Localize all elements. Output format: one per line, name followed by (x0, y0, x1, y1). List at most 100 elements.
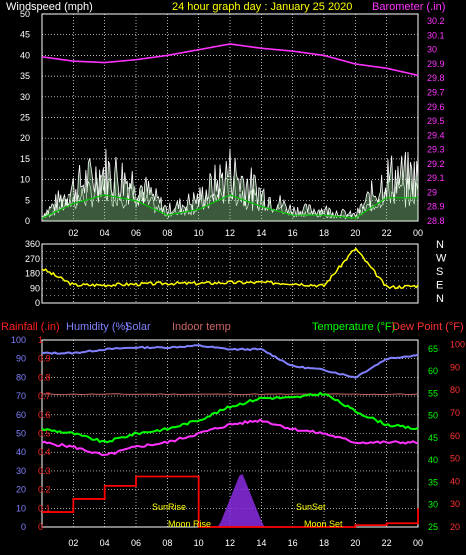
baro-y-tick: 28.9 (427, 202, 445, 212)
baro-y-tick: 28.8 (427, 216, 445, 226)
wind-x-tick: 00 (413, 228, 423, 238)
barometer-line (41, 43, 419, 77)
rain-y-tick: 0.8 (38, 372, 51, 382)
wind-y-tick: 40 (20, 50, 30, 60)
dewpoint-axis-title: Dew Point (°F) (392, 321, 464, 333)
humidity-y-tick: 50 (16, 429, 26, 439)
dew-y-tick: 80 (450, 385, 460, 395)
wind-y-tick: 25 (20, 113, 30, 123)
wind-baro-series (41, 43, 419, 221)
temp-x-tick: 12 (225, 538, 235, 548)
compass-label: W (436, 253, 447, 265)
dir-y-tick: 270 (25, 254, 40, 264)
baro-y-tick: 29.6 (427, 102, 445, 112)
temp-humidity-series (41, 344, 419, 528)
wind-y-tick: 0 (25, 216, 30, 226)
wind-gust-line (41, 148, 419, 219)
solar-area (42, 474, 418, 527)
rain-y-tick: 0.9 (38, 354, 51, 364)
baro-y-tick: 30 (427, 45, 437, 55)
wind-x-tick: 06 (131, 228, 141, 238)
wind-x-tick: 04 (100, 228, 110, 238)
temp-y-tick: 50 (428, 411, 438, 421)
humidity-y-tick: 0 (21, 522, 26, 532)
wind-x-tick: 16 (288, 228, 298, 238)
baro-y-tick: 29.9 (427, 59, 445, 69)
dew-y-tick: 20 (450, 522, 460, 532)
temp-y-tick: 60 (428, 366, 438, 376)
wind-direction-grid (41, 243, 419, 304)
compass-label: N (436, 239, 444, 251)
wind-x-tick: 14 (256, 228, 266, 238)
wind-y-tick: 45 (20, 30, 30, 40)
rain-y-tick: 0.3 (38, 466, 51, 476)
wind-y-tick: 15 (20, 154, 30, 164)
wind-x-tick: 20 (350, 228, 360, 238)
wind-x-tick: 18 (319, 228, 329, 238)
rain-y-tick: 0.5 (38, 429, 51, 439)
wind-x-tick: 12 (225, 228, 235, 238)
dir-y-tick: 360 (25, 239, 40, 249)
humidity-line (41, 344, 419, 379)
humidity-y-tick: 40 (16, 447, 26, 457)
baro-y-tick: 29 (427, 187, 437, 197)
windspeed-axis-title: Windspeed (mph) (6, 1, 93, 13)
temp-x-tick: 00 (413, 538, 423, 548)
wind-y-tick: 30 (20, 92, 30, 102)
rain-y-tick: 1 (38, 335, 43, 345)
dew-y-tick: 90 (450, 362, 460, 372)
chart-title: 24 hour graph day : January 25 2020 (172, 1, 352, 13)
humidity-y-tick: 30 (16, 466, 26, 476)
dew-y-tick: 30 (450, 499, 460, 509)
baro-y-tick: 30.2 (427, 16, 445, 26)
baro-y-tick: 29.2 (427, 159, 445, 169)
baro-y-tick: 29.8 (427, 73, 445, 83)
rain-y-tick: 0 (38, 522, 43, 532)
dewpoint-line (41, 418, 419, 457)
temp-x-tick: 16 (288, 538, 298, 548)
rainfall-axis-title: Rainfall (.in) (1, 321, 60, 333)
temp-x-tick: 18 (319, 538, 329, 548)
wind-x-tick: 08 (162, 228, 172, 238)
temperature-axis-title: Temperature (°F) (312, 321, 395, 333)
wind-x-tick: 02 (68, 228, 78, 238)
wind-y-tick: 20 (20, 133, 30, 143)
temp-x-tick: 06 (131, 538, 141, 548)
temp-y-tick: 35 (428, 477, 438, 487)
wind-direction-line (41, 247, 419, 290)
humidity-y-tick: 70 (16, 391, 26, 401)
temperature-line (41, 391, 419, 444)
barometer-axis-title: Barometer (.in) (372, 1, 445, 13)
humidity-y-tick: 10 (16, 503, 26, 513)
humidity-y-tick: 90 (16, 354, 26, 364)
wind-average-line (41, 194, 418, 219)
dew-y-tick: 60 (450, 431, 460, 441)
wind-x-tick: 10 (194, 228, 204, 238)
rain-y-tick: 0.7 (38, 391, 51, 401)
dew-y-tick: 70 (450, 408, 460, 418)
temp-x-tick: 22 (382, 538, 392, 548)
compass-label: N (436, 293, 444, 305)
humidity-y-tick: 20 (16, 485, 26, 495)
temp-y-tick: 65 (428, 344, 438, 354)
rain-y-tick: 0.2 (38, 485, 51, 495)
temp-y-tick: 25 (428, 522, 438, 532)
temp-y-tick: 40 (428, 455, 438, 465)
compass-label: S (436, 266, 443, 278)
temp-x-tick: 20 (350, 538, 360, 548)
wind-y-tick: 10 (20, 175, 30, 185)
rainfall-line (42, 475, 419, 528)
temp-y-tick: 45 (428, 433, 438, 443)
temp-x-tick: 10 (194, 538, 204, 548)
dir-y-tick: 0 (35, 298, 40, 308)
solar-axis-title: Solar (125, 321, 151, 333)
sunset-label: SunSet (296, 502, 326, 512)
dir-y-tick: 180 (25, 269, 40, 279)
dew-y-tick: 50 (450, 454, 460, 464)
baro-y-tick: 29.4 (427, 130, 445, 140)
moonset-label: Moon Set (304, 519, 343, 529)
indoor-temp-line (41, 393, 419, 396)
wind-y-tick: 35 (20, 71, 30, 81)
baro-y-tick: 29.7 (427, 88, 445, 98)
